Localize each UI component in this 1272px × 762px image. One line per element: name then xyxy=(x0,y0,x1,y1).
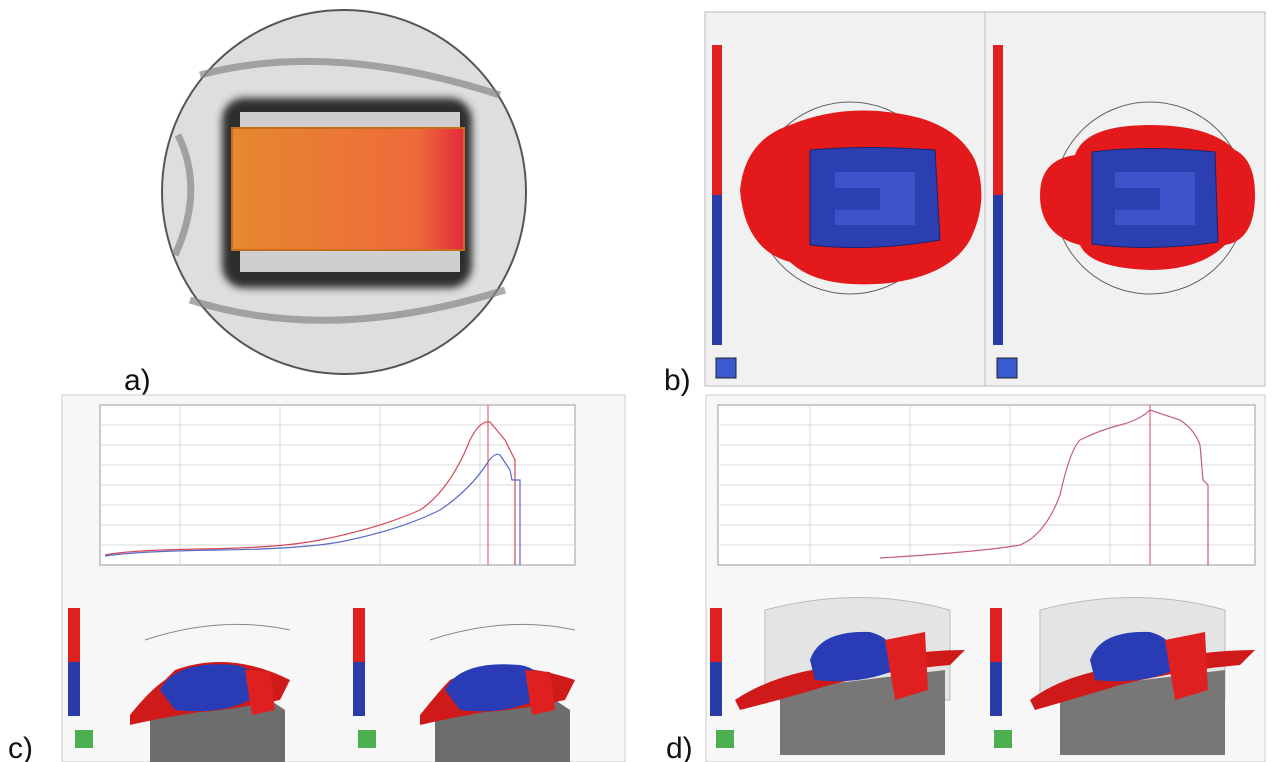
pressure-blue xyxy=(1092,149,1218,248)
panel-label: b) xyxy=(664,364,691,397)
color-bar xyxy=(712,45,722,195)
figure: a) b) xyxy=(0,0,1272,762)
pressure-blue xyxy=(810,148,940,248)
color-bar xyxy=(993,195,1003,345)
panel-d: d) xyxy=(666,395,1265,762)
panel-label: a) xyxy=(124,364,151,397)
color-bar xyxy=(993,45,1003,195)
panel-c: c) xyxy=(8,395,625,762)
color-bar xyxy=(712,195,722,345)
contact-patch xyxy=(232,128,464,250)
axis-cube xyxy=(716,358,736,378)
panel-a: a) xyxy=(124,8,530,397)
panel-b: b) xyxy=(664,12,1265,397)
panel-label: d) xyxy=(666,732,693,762)
panel-label: c) xyxy=(8,732,33,762)
axis-cube xyxy=(997,358,1017,378)
